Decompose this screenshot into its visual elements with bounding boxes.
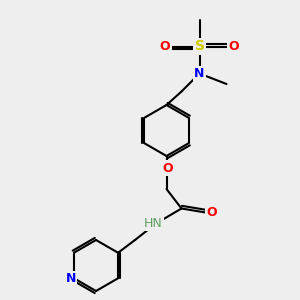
Text: N: N — [66, 272, 76, 285]
Text: O: O — [206, 206, 217, 220]
Text: N: N — [194, 67, 205, 80]
Text: O: O — [163, 161, 173, 175]
Text: O: O — [160, 40, 170, 53]
Text: S: S — [194, 40, 205, 53]
Text: O: O — [229, 40, 239, 53]
Text: HN: HN — [144, 217, 162, 230]
